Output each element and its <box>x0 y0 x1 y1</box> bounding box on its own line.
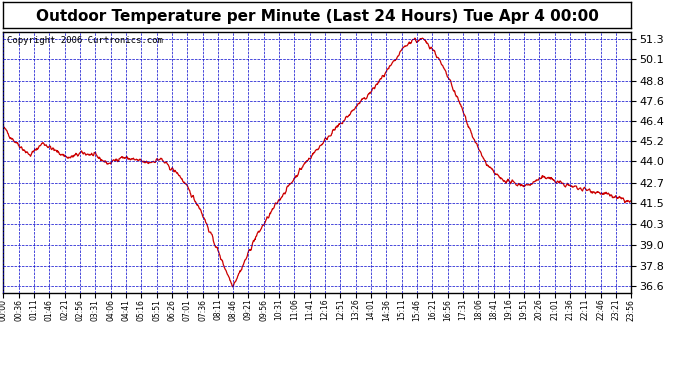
Text: Copyright 2006 Curtronics.com: Copyright 2006 Curtronics.com <box>7 36 162 45</box>
Text: Outdoor Temperature per Minute (Last 24 Hours) Tue Apr 4 00:00: Outdoor Temperature per Minute (Last 24 … <box>36 9 599 24</box>
